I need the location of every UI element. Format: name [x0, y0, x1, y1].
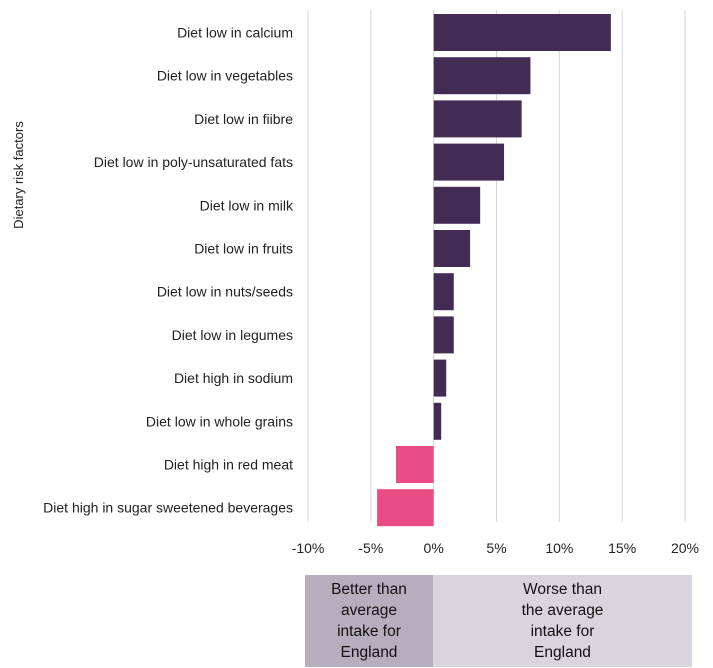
worse-than-average-band: Worse than the average intake for Englan…	[433, 575, 692, 667]
category-label: Diet low in calcium	[177, 25, 293, 41]
category-label: Diet low in vegetables	[157, 68, 293, 84]
bar	[395, 446, 434, 483]
bar	[433, 273, 454, 311]
category-labels: Diet low in calcium Diet low in vegetable…	[43, 25, 294, 516]
x-tick-labels: -10% -5% 0% 5% 10% 15% 20%	[292, 540, 699, 556]
x-tick-label: -5%	[358, 540, 383, 556]
bar	[433, 230, 471, 267]
bar	[433, 143, 505, 181]
bar	[433, 14, 611, 51]
category-label: Diet low in legumes	[172, 327, 293, 343]
x-tick-label: 0%	[424, 540, 444, 556]
x-tick-label: 20%	[671, 540, 699, 556]
x-tick-label: 10%	[545, 540, 573, 556]
bar	[433, 57, 531, 95]
category-label: Diet high in sodium	[174, 370, 293, 386]
x-tick-label: -10%	[292, 540, 325, 556]
category-label: Diet low in whole grains	[146, 413, 293, 429]
better-than-average-band: Better than average intake for England	[305, 575, 433, 667]
y-axis-title: Dietary risk factors	[11, 121, 26, 229]
category-label: Diet low in milk	[200, 197, 294, 213]
bar	[433, 316, 454, 354]
category-label: Diet high in sugar sweetened beverages	[43, 500, 293, 516]
bars	[377, 14, 611, 527]
bar-chart: Diet low in calcium Diet low in vegetable…	[11, 10, 699, 556]
bar	[433, 100, 522, 138]
category-label: Diet high in red meat	[164, 457, 293, 473]
x-tick-label: 5%	[486, 540, 506, 556]
category-label: Diet low in fruits	[194, 241, 293, 257]
bar	[433, 359, 447, 397]
category-label: Diet low in poly-unsaturated fats	[94, 154, 293, 170]
category-label: Diet low in fiibre	[194, 111, 293, 127]
x-tick-label: 15%	[608, 540, 636, 556]
bar	[377, 489, 434, 527]
bar	[433, 186, 481, 224]
category-label: Diet low in nuts/seeds	[157, 284, 293, 300]
bar	[433, 402, 442, 440]
